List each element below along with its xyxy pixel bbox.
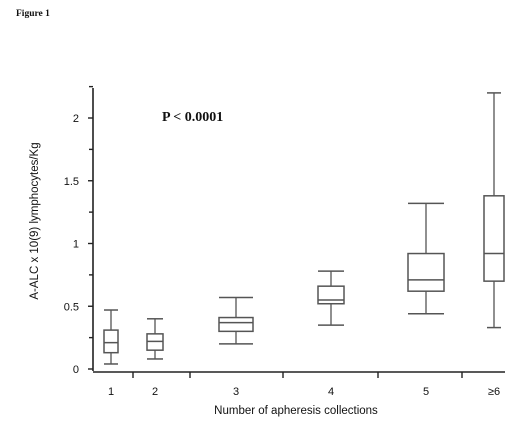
box-4 xyxy=(317,270,345,326)
y-tick-label: 0.5 xyxy=(64,301,79,313)
box-3 xyxy=(218,296,254,345)
x-tick-label: 2 xyxy=(152,386,158,398)
box-2 xyxy=(146,318,164,360)
iqr-box xyxy=(103,329,119,354)
x-tick-label: 1 xyxy=(108,386,114,398)
x-axis-title: Number of apheresis collections xyxy=(214,405,378,417)
x-tick-label: 4 xyxy=(328,386,334,398)
axes: 0 0.5 1 1.5 2 1 2 3 4 5 ≥6 xyxy=(64,85,505,398)
iqr-box xyxy=(407,252,445,292)
iqr-box xyxy=(317,285,345,305)
iqr-box xyxy=(218,316,254,333)
figure-label: Figure 1 xyxy=(16,9,50,19)
y-tick-label: 2 xyxy=(73,113,79,125)
x-tick-label: ≥6 xyxy=(488,386,500,398)
p-value-annotation: P < 0.0001 xyxy=(162,110,223,125)
y-axis-title: A-ALC x 10(9) lymphocytes/Kg xyxy=(29,142,41,299)
x-tick-label: 5 xyxy=(423,386,429,398)
y-tick-label: 0 xyxy=(73,364,79,376)
x-tick-label: 3 xyxy=(233,386,239,398)
y-tick-label: 1 xyxy=(73,239,79,251)
box-1 xyxy=(103,309,119,365)
box-6 xyxy=(483,92,505,329)
iqr-box xyxy=(483,195,505,282)
box-series xyxy=(103,92,505,365)
box-5 xyxy=(407,202,445,315)
y-tick-label: 1.5 xyxy=(64,176,79,188)
